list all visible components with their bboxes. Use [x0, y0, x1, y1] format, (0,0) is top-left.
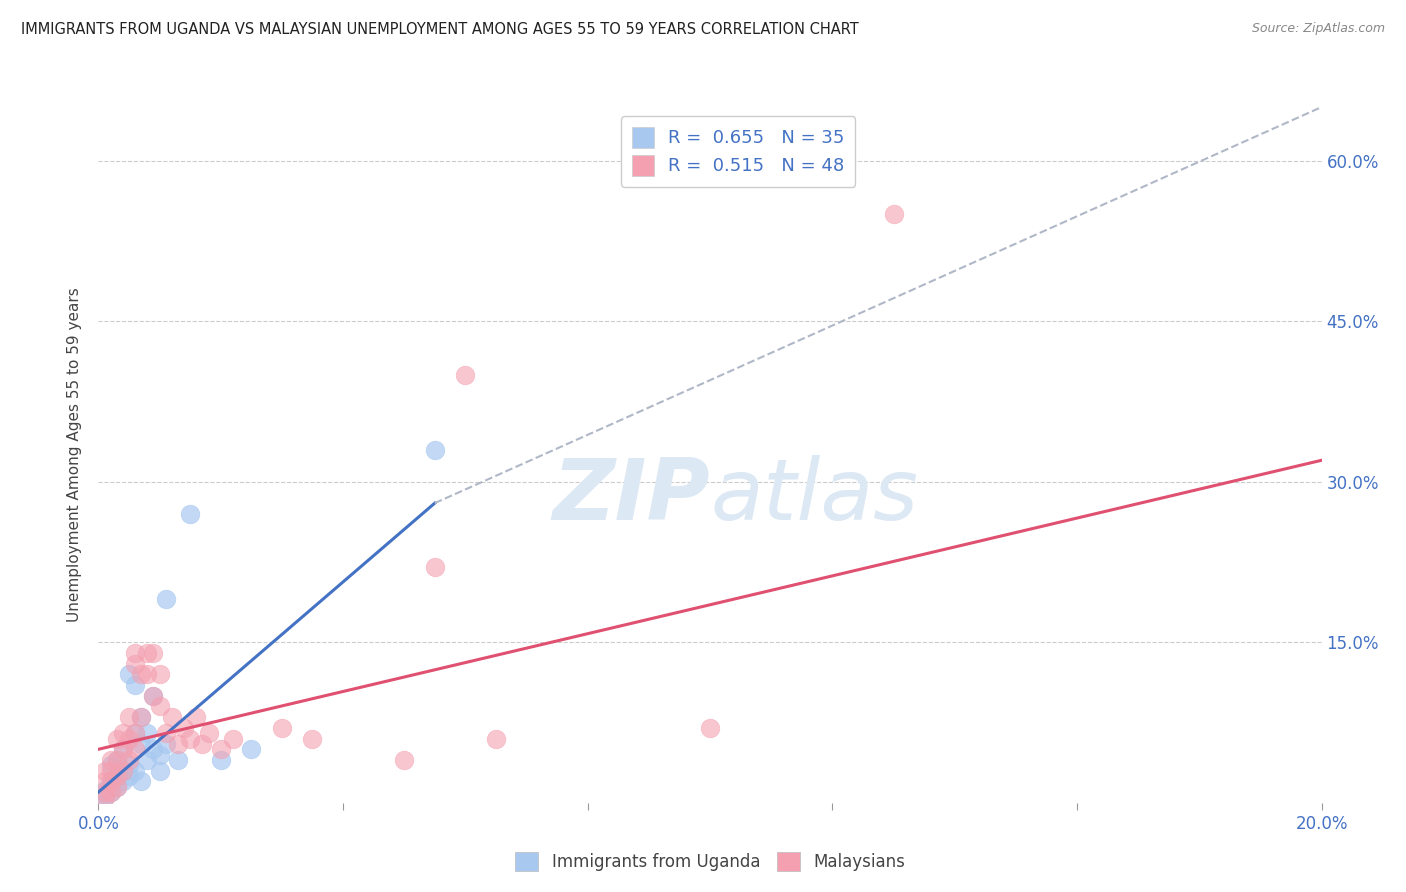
- Malaysians: [699, 721, 721, 735]
- Malaysians: [209, 742, 232, 756]
- Immigrants from Uganda: [167, 753, 190, 767]
- Immigrants from Uganda: [93, 787, 115, 801]
- Immigrants from Uganda: [124, 726, 146, 740]
- Malaysians: [485, 731, 508, 746]
- Malaysians: [93, 774, 115, 789]
- Malaysians: [142, 646, 165, 660]
- Malaysians: [100, 785, 122, 799]
- Text: atlas: atlas: [710, 455, 918, 538]
- Malaysians: [93, 790, 115, 805]
- Immigrants from Uganda: [118, 758, 141, 772]
- Immigrants from Uganda: [111, 764, 134, 778]
- Malaysians: [118, 753, 141, 767]
- Malaysians: [105, 780, 128, 794]
- Immigrants from Uganda: [423, 442, 446, 457]
- Immigrants from Uganda: [240, 742, 263, 756]
- Malaysians: [105, 753, 128, 767]
- Immigrants from Uganda: [105, 780, 128, 794]
- Malaysians: [155, 726, 177, 740]
- Malaysians: [179, 731, 201, 746]
- Malaysians: [197, 726, 219, 740]
- Malaysians: [124, 646, 146, 660]
- Text: IMMIGRANTS FROM UGANDA VS MALAYSIAN UNEMPLOYMENT AMONG AGES 55 TO 59 YEARS CORRE: IMMIGRANTS FROM UGANDA VS MALAYSIAN UNEM…: [21, 22, 859, 37]
- Immigrants from Uganda: [142, 689, 165, 703]
- Malaysians: [111, 742, 134, 756]
- Immigrants from Uganda: [124, 764, 146, 778]
- Malaysians: [191, 737, 214, 751]
- Malaysians: [100, 764, 122, 778]
- Immigrants from Uganda: [105, 753, 128, 767]
- Immigrants from Uganda: [129, 774, 152, 789]
- Malaysians: [167, 737, 190, 751]
- Malaysians: [93, 764, 115, 778]
- Malaysians: [118, 710, 141, 724]
- Immigrants from Uganda: [209, 753, 232, 767]
- Immigrants from Uganda: [111, 774, 134, 789]
- Malaysians: [423, 560, 446, 574]
- Immigrants from Uganda: [129, 737, 152, 751]
- Immigrants from Uganda: [149, 747, 172, 762]
- Malaysians: [222, 731, 245, 746]
- Malaysians: [111, 764, 134, 778]
- Malaysians: [392, 753, 416, 767]
- Immigrants from Uganda: [111, 742, 134, 756]
- Text: Source: ZipAtlas.com: Source: ZipAtlas.com: [1251, 22, 1385, 36]
- Immigrants from Uganda: [136, 726, 159, 740]
- Malaysians: [149, 699, 172, 714]
- Malaysians: [270, 721, 292, 735]
- Immigrants from Uganda: [93, 790, 115, 805]
- Malaysians: [129, 667, 152, 681]
- Malaysians: [124, 657, 146, 671]
- Malaysians: [124, 742, 146, 756]
- Malaysians: [186, 710, 208, 724]
- Immigrants from Uganda: [100, 774, 122, 789]
- Immigrants from Uganda: [105, 769, 128, 783]
- Text: ZIP: ZIP: [553, 455, 710, 538]
- Immigrants from Uganda: [155, 737, 177, 751]
- Malaysians: [173, 721, 195, 735]
- Y-axis label: Unemployment Among Ages 55 to 59 years: Unemployment Among Ages 55 to 59 years: [67, 287, 83, 623]
- Immigrants from Uganda: [118, 769, 141, 783]
- Immigrants from Uganda: [142, 742, 165, 756]
- Legend: Immigrants from Uganda, Malaysians: Immigrants from Uganda, Malaysians: [508, 846, 912, 878]
- Immigrants from Uganda: [136, 753, 159, 767]
- Immigrants from Uganda: [100, 785, 122, 799]
- Malaysians: [454, 368, 477, 382]
- Malaysians: [111, 726, 134, 740]
- Immigrants from Uganda: [124, 678, 146, 692]
- Malaysians: [93, 785, 115, 799]
- Malaysians: [118, 731, 141, 746]
- Immigrants from Uganda: [93, 783, 115, 797]
- Malaysians: [149, 667, 172, 681]
- Malaysians: [105, 769, 128, 783]
- Malaysians: [301, 731, 323, 746]
- Immigrants from Uganda: [149, 764, 172, 778]
- Malaysians: [124, 726, 146, 740]
- Immigrants from Uganda: [100, 758, 122, 772]
- Immigrants from Uganda: [118, 667, 141, 681]
- Immigrants from Uganda: [100, 776, 122, 790]
- Malaysians: [136, 646, 159, 660]
- Malaysians: [160, 710, 183, 724]
- Immigrants from Uganda: [155, 592, 177, 607]
- Malaysians: [100, 774, 122, 789]
- Malaysians: [142, 689, 165, 703]
- Malaysians: [129, 710, 152, 724]
- Immigrants from Uganda: [179, 507, 201, 521]
- Malaysians: [136, 667, 159, 681]
- Immigrants from Uganda: [129, 710, 152, 724]
- Malaysians: [105, 731, 128, 746]
- Malaysians: [883, 207, 905, 221]
- Malaysians: [100, 753, 122, 767]
